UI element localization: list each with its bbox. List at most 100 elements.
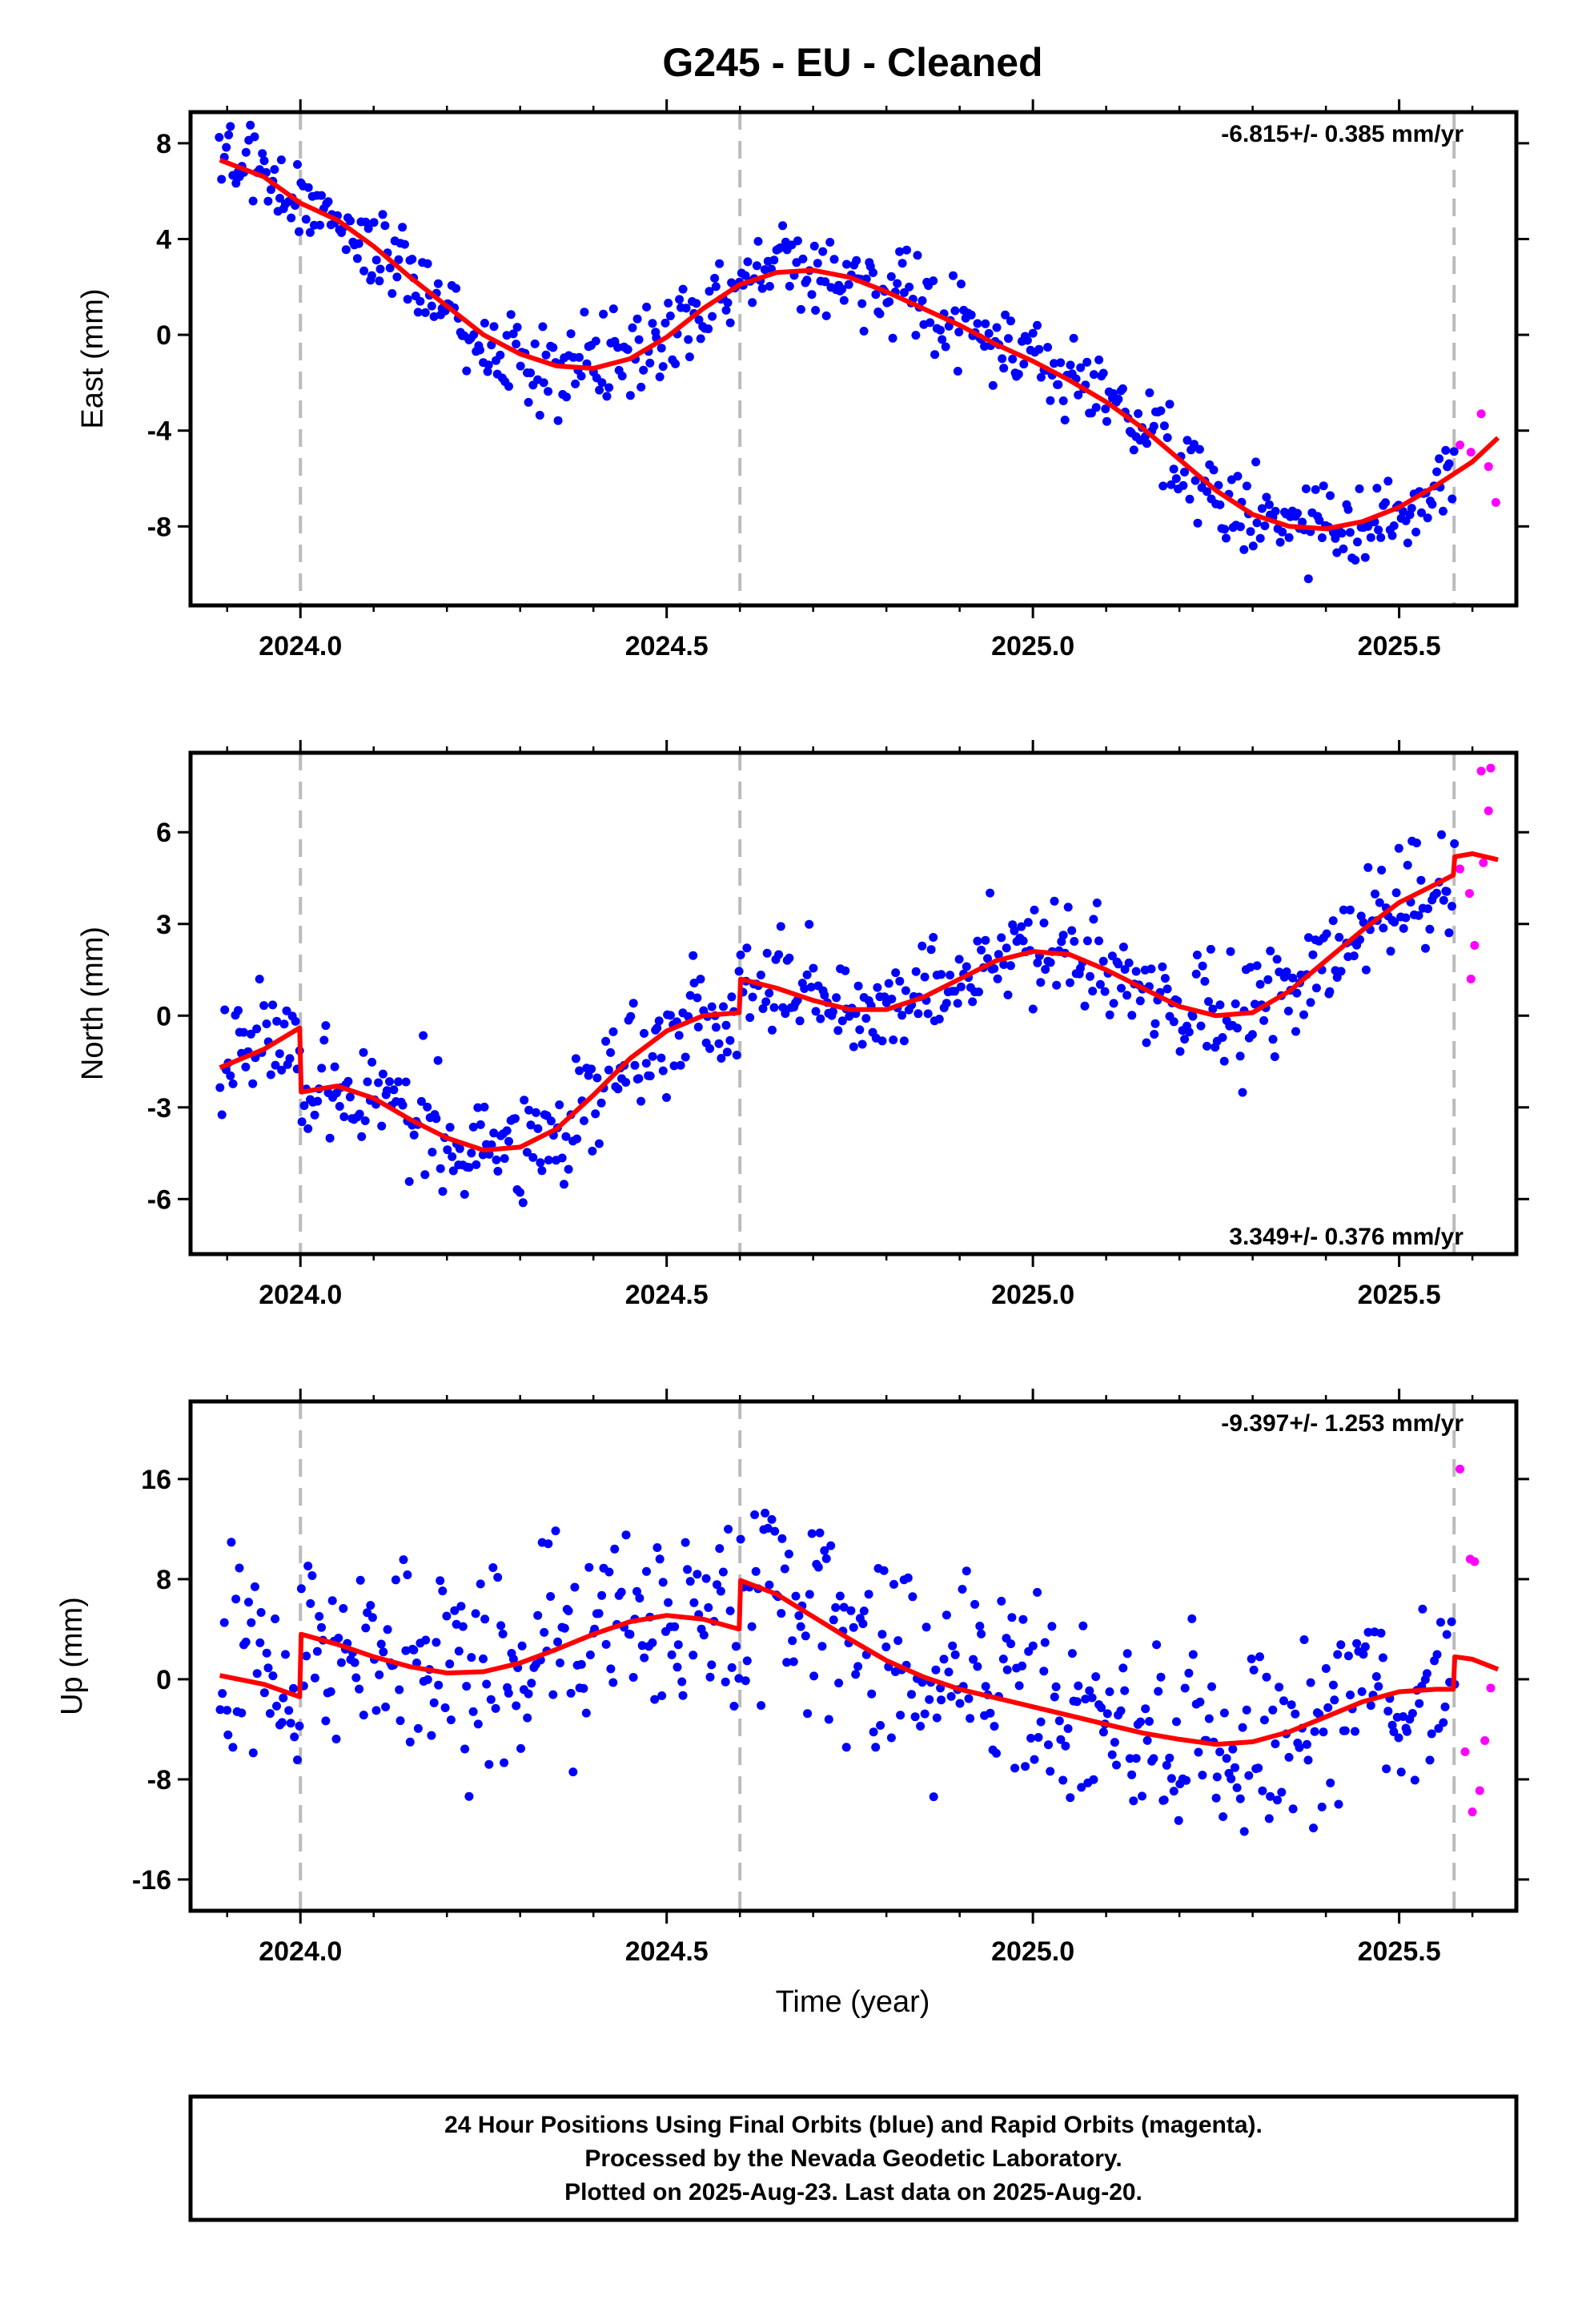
north-x-tick-label: 2024.0 <box>259 1280 342 1310</box>
north-final-point <box>1088 987 1098 996</box>
up-final-point <box>917 1678 927 1687</box>
up-final-point <box>1352 1638 1362 1648</box>
north-rapid-point <box>1464 889 1474 899</box>
north-y-axis-label: North (mm) <box>76 927 110 1080</box>
north-final-point <box>436 1164 445 1173</box>
up-final-point <box>681 1538 690 1547</box>
up-final-point <box>809 1671 819 1681</box>
north-final-point <box>1439 895 1448 905</box>
up-final-point <box>1211 1793 1221 1803</box>
north-final-point <box>526 1120 536 1130</box>
up-final-point <box>813 1562 823 1572</box>
up-final-point <box>742 1656 752 1666</box>
up-final-point <box>303 1562 313 1570</box>
up-rapid-point <box>1480 1735 1490 1745</box>
north-final-point <box>742 943 752 953</box>
north-final-point <box>1401 913 1411 923</box>
east-final-point <box>544 387 553 396</box>
north-final-point <box>1379 923 1388 933</box>
north-final-point <box>681 1052 690 1062</box>
east-final-point <box>743 257 753 267</box>
east-final-point <box>1239 545 1249 554</box>
north-final-point <box>1345 905 1355 915</box>
up-final-point <box>817 1642 827 1651</box>
north-final-point <box>1191 969 1201 979</box>
east-final-point <box>484 360 493 370</box>
up-final-point <box>969 1655 978 1664</box>
north-final-point <box>1255 979 1265 989</box>
up-final-point <box>1418 1604 1427 1614</box>
north-final-point <box>1336 967 1346 976</box>
north-final-point <box>849 1042 858 1051</box>
north-final-point <box>950 987 960 996</box>
up-final-point <box>789 1657 798 1667</box>
east-final-point <box>301 215 311 224</box>
north-final-point <box>489 1128 499 1138</box>
north-final-point <box>946 971 955 980</box>
up-final-point <box>296 1584 306 1594</box>
east-final-point <box>1129 445 1138 455</box>
east-final-point <box>1427 500 1437 509</box>
north-final-point <box>1432 888 1441 898</box>
east-final-point <box>1142 439 1151 448</box>
up-final-point <box>367 1613 377 1622</box>
up-final-point <box>277 1718 287 1727</box>
east-final-point <box>1355 484 1364 493</box>
east-final-point <box>524 397 533 407</box>
east-final-point <box>1331 533 1340 543</box>
north-final-point <box>601 1036 611 1046</box>
east-final-point <box>778 221 788 231</box>
north-final-point <box>319 1035 329 1045</box>
east-final-point <box>604 383 614 392</box>
east-x-tick-label: 2024.5 <box>625 631 709 661</box>
east-final-point <box>748 298 757 308</box>
east-final-point <box>250 132 259 142</box>
up-final-point <box>442 1611 452 1621</box>
up-final-point <box>1222 1754 1231 1763</box>
east-final-point <box>1145 388 1154 397</box>
up-final-point <box>1169 1787 1178 1796</box>
up-final-point <box>376 1639 386 1649</box>
up-y-tick-label: -8 <box>147 1765 171 1795</box>
up-final-point <box>480 1614 490 1624</box>
up-final-point <box>851 1670 861 1679</box>
east-final-point <box>930 350 940 360</box>
up-final-point <box>544 1539 553 1549</box>
east-final-point <box>1193 518 1203 528</box>
north-final-point <box>929 933 938 942</box>
up-rate-label: -9.397+/- 1.253 mm/yr <box>1221 1410 1464 1437</box>
north-final-point <box>1394 843 1403 853</box>
up-final-point <box>1039 1667 1049 1676</box>
north-final-point <box>942 999 951 1008</box>
up-final-point <box>271 1614 280 1623</box>
up-final-point <box>1447 1617 1456 1626</box>
up-x-tick-label: 2024.0 <box>259 1936 342 1967</box>
up-final-point <box>1254 1763 1263 1773</box>
up-final-point <box>1407 1709 1417 1718</box>
north-final-point <box>993 974 1002 983</box>
up-final-point <box>255 1638 265 1647</box>
east-final-point <box>259 156 269 166</box>
up-final-point <box>693 1570 702 1579</box>
east-final-point <box>571 379 580 388</box>
up-final-point <box>219 1618 229 1627</box>
north-final-point <box>809 963 818 973</box>
up-final-point <box>1238 1723 1247 1732</box>
up-final-point <box>640 1653 649 1663</box>
north-final-point <box>1120 965 1130 974</box>
up-final-point <box>1145 1717 1154 1726</box>
east-final-point <box>1094 355 1104 364</box>
east-final-point <box>420 308 430 317</box>
up-final-point <box>1097 1703 1106 1712</box>
east-final-point <box>276 155 286 165</box>
east-final-point <box>785 281 794 291</box>
up-final-point <box>327 1596 337 1606</box>
east-final-point <box>911 331 921 340</box>
up-final-point <box>371 1706 381 1715</box>
east-final-point <box>387 289 397 298</box>
east-final-point <box>1215 500 1225 509</box>
up-final-point <box>1085 1686 1094 1695</box>
east-rapid-orbit-points <box>1456 409 1500 507</box>
up-final-point <box>1174 1815 1183 1825</box>
